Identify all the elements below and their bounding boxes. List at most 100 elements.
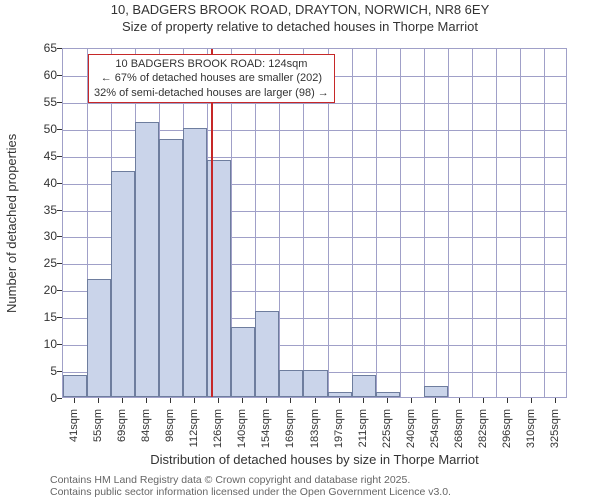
histogram-bar — [87, 279, 111, 397]
histogram-bar — [111, 171, 135, 397]
x-tick-label: 112sqm — [188, 409, 200, 453]
gridline-v — [424, 49, 425, 397]
x-tick-label: 225sqm — [381, 409, 393, 453]
y-tick-mark — [57, 48, 62, 49]
x-tick-label: 126sqm — [212, 409, 224, 453]
x-tick-mark — [507, 398, 508, 403]
y-tick-label: 0 — [17, 391, 57, 405]
x-tick-label: 140sqm — [236, 409, 248, 453]
x-tick-mark — [555, 398, 556, 403]
gridline-h — [63, 103, 566, 104]
gridline-v — [400, 49, 401, 397]
histogram-bar — [255, 311, 279, 397]
y-tick-mark — [57, 156, 62, 157]
x-tick-mark — [266, 398, 267, 403]
y-tick-label: 60 — [17, 68, 57, 82]
chart-title: 10, BADGERS BROOK ROAD, DRAYTON, NORWICH… — [0, 2, 600, 36]
y-tick-mark — [57, 344, 62, 345]
y-tick-mark — [57, 183, 62, 184]
x-tick-mark — [387, 398, 388, 403]
x-tick-label: 282sqm — [477, 409, 489, 453]
y-tick-mark — [57, 75, 62, 76]
histogram-bar — [183, 128, 207, 397]
y-tick-mark — [57, 102, 62, 103]
y-tick-mark — [57, 317, 62, 318]
histogram-bar — [135, 122, 159, 397]
gridline-v — [496, 49, 497, 397]
gridline-v — [544, 49, 545, 397]
y-tick-label: 50 — [17, 122, 57, 136]
x-tick-label: 254sqm — [429, 409, 441, 453]
x-tick-label: 240sqm — [405, 409, 417, 453]
y-tick-label: 35 — [17, 203, 57, 217]
x-tick-label: 310sqm — [525, 409, 537, 453]
annotation-line: 32% of semi-detached houses are larger (… — [94, 86, 329, 100]
annotation-line: 10 BADGERS BROOK ROAD: 124sqm — [94, 57, 329, 71]
x-tick-mark — [411, 398, 412, 403]
x-tick-mark — [483, 398, 484, 403]
x-tick-mark — [363, 398, 364, 403]
histogram-bar — [376, 392, 400, 397]
y-tick-label: 30 — [17, 229, 57, 243]
footnote: Contains HM Land Registry data © Crown c… — [50, 474, 451, 498]
x-tick-mark — [339, 398, 340, 403]
x-tick-mark — [459, 398, 460, 403]
x-tick-label: 197sqm — [333, 409, 345, 453]
y-tick-mark — [57, 398, 62, 399]
x-tick-mark — [242, 398, 243, 403]
x-tick-label: 211sqm — [357, 409, 369, 453]
x-tick-mark — [170, 398, 171, 403]
y-axis-label: Number of detached properties — [4, 48, 18, 398]
x-tick-label: 169sqm — [284, 409, 296, 453]
x-tick-label: 69sqm — [116, 409, 128, 453]
histogram-bar — [63, 375, 87, 397]
gridline-v — [472, 49, 473, 397]
y-tick-label: 40 — [17, 176, 57, 190]
histogram-bar — [231, 327, 255, 397]
x-tick-mark — [435, 398, 436, 403]
x-tick-mark — [98, 398, 99, 403]
x-tick-mark — [315, 398, 316, 403]
x-tick-mark — [74, 398, 75, 403]
y-tick-mark — [57, 236, 62, 237]
x-axis-label: Distribution of detached houses by size … — [62, 452, 567, 467]
y-tick-mark — [57, 129, 62, 130]
x-tick-label: 268sqm — [453, 409, 465, 453]
y-tick-label: 25 — [17, 256, 57, 270]
y-tick-mark — [57, 290, 62, 291]
annotation-box: 10 BADGERS BROOK ROAD: 124sqm← 67% of de… — [88, 54, 335, 103]
y-tick-label: 45 — [17, 149, 57, 163]
annotation-line: ← 67% of detached houses are smaller (20… — [94, 71, 329, 85]
footnote-line-2: Contains public sector information licen… — [50, 486, 451, 498]
y-tick-label: 20 — [17, 283, 57, 297]
x-tick-mark — [146, 398, 147, 403]
x-tick-label: 84sqm — [140, 409, 152, 453]
x-tick-label: 98sqm — [164, 409, 176, 453]
histogram-bar — [352, 375, 376, 397]
footnote-line-1: Contains HM Land Registry data © Crown c… — [50, 474, 451, 486]
title-line-1: 10, BADGERS BROOK ROAD, DRAYTON, NORWICH… — [0, 2, 600, 19]
x-tick-label: 325sqm — [549, 409, 561, 453]
y-tick-label: 15 — [17, 310, 57, 324]
gridline-v — [352, 49, 353, 397]
x-tick-label: 55sqm — [92, 409, 104, 453]
plot-area: 10 BADGERS BROOK ROAD: 124sqm← 67% of de… — [62, 48, 567, 398]
x-tick-mark — [218, 398, 219, 403]
x-tick-label: 296sqm — [501, 409, 513, 453]
x-tick-mark — [122, 398, 123, 403]
histogram-bar — [328, 392, 352, 397]
gridline-v — [448, 49, 449, 397]
y-tick-label: 5 — [17, 364, 57, 378]
y-tick-mark — [57, 263, 62, 264]
x-tick-label: 41sqm — [68, 409, 80, 453]
histogram-bar — [279, 370, 303, 397]
gridline-v — [520, 49, 521, 397]
title-line-2: Size of property relative to detached ho… — [0, 19, 600, 36]
y-tick-label: 65 — [17, 41, 57, 55]
chart-container: 10, BADGERS BROOK ROAD, DRAYTON, NORWICH… — [0, 0, 600, 500]
x-tick-label: 183sqm — [309, 409, 321, 453]
x-tick-mark — [531, 398, 532, 403]
y-tick-label: 10 — [17, 337, 57, 351]
histogram-bar — [159, 139, 183, 397]
y-tick-mark — [57, 371, 62, 372]
